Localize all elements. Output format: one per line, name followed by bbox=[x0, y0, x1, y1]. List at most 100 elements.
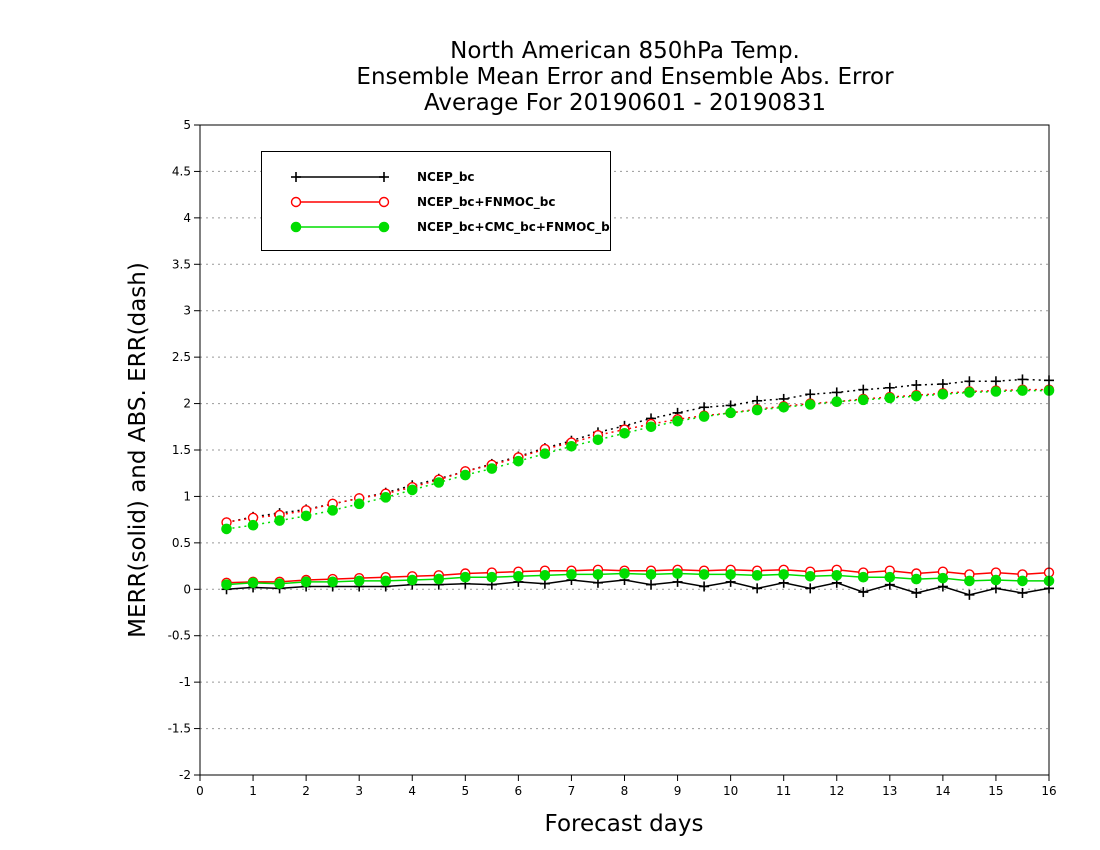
series-0 bbox=[221, 374, 1054, 600]
abs-err-point bbox=[725, 407, 736, 419]
abs-err-point bbox=[619, 427, 630, 439]
y-tick-label: 1 bbox=[183, 489, 191, 503]
merr-point bbox=[1017, 575, 1028, 587]
x-tick-label: 3 bbox=[355, 784, 363, 798]
abs-err-point bbox=[566, 440, 577, 452]
merr-point bbox=[247, 577, 259, 589]
y-tick-label: 4 bbox=[183, 211, 191, 225]
legend: NCEP_bc NCEP_bc+FNMOC_bc NCEP_bc+CMC_bc+FN… bbox=[261, 151, 617, 251]
merr-line bbox=[226, 579, 1050, 596]
series-2 bbox=[221, 385, 1055, 590]
y-tick-label: -1 bbox=[179, 675, 191, 689]
merr-point bbox=[911, 573, 922, 585]
x-tick-label: 1 bbox=[249, 784, 257, 798]
legend-marker bbox=[378, 221, 390, 233]
merr-point bbox=[300, 576, 312, 588]
abs-err-point bbox=[937, 388, 949, 400]
x-tick-label: 7 bbox=[568, 784, 576, 798]
abs-err-point bbox=[990, 386, 1002, 397]
legend-label: NCEP_bc+FNMOC_bc bbox=[417, 195, 556, 210]
y-tick-label: 3 bbox=[183, 304, 191, 318]
merr-point bbox=[221, 579, 232, 590]
merr-point bbox=[699, 581, 710, 592]
abs-err-point bbox=[937, 379, 948, 390]
x-tick-label: 12 bbox=[829, 784, 844, 798]
abs-err-point bbox=[592, 434, 604, 446]
abs-err-point bbox=[406, 484, 418, 496]
x-tick-label: 2 bbox=[302, 784, 310, 798]
legend-marker bbox=[379, 172, 389, 182]
merr-point bbox=[433, 573, 445, 585]
abs-err-point bbox=[513, 455, 524, 467]
merr-point bbox=[778, 569, 789, 580]
abs-err-point bbox=[804, 399, 816, 410]
y-tick-label: -2 bbox=[179, 768, 191, 782]
merr-point bbox=[964, 575, 975, 587]
merr-point bbox=[592, 569, 604, 580]
merr-point bbox=[964, 589, 975, 600]
chart-title-line-1: North American 850hPa Temp. bbox=[450, 38, 800, 64]
merr-point bbox=[911, 588, 922, 598]
x-tick-label: 13 bbox=[882, 784, 897, 798]
abs-err-point bbox=[858, 384, 869, 395]
abs-err-line bbox=[226, 389, 1049, 530]
merr-point bbox=[884, 571, 896, 583]
abs-err-point bbox=[911, 390, 922, 402]
abs-err-point bbox=[353, 498, 365, 510]
y-tick-label: 2 bbox=[183, 397, 191, 411]
merr-point bbox=[566, 569, 577, 580]
merr-point bbox=[353, 575, 365, 587]
abs-err-point bbox=[486, 463, 498, 474]
legend-marker bbox=[290, 221, 302, 233]
abs-err-point bbox=[274, 515, 285, 526]
y-tick-label: 1.5 bbox=[172, 443, 191, 457]
abs-err-point bbox=[990, 376, 1001, 387]
merr-point bbox=[327, 576, 338, 588]
merr-point bbox=[539, 570, 551, 581]
merr-point bbox=[831, 570, 843, 581]
x-tick-label: 5 bbox=[461, 784, 469, 798]
x-tick-label: 9 bbox=[674, 784, 682, 798]
x-tick-label: 4 bbox=[408, 784, 416, 798]
merr-point bbox=[672, 568, 683, 579]
merr-point bbox=[486, 571, 498, 583]
merr-point bbox=[1017, 588, 1028, 598]
abs-err-line bbox=[226, 378, 1050, 524]
legend-marker bbox=[290, 196, 302, 208]
plot-frame bbox=[199, 124, 1050, 776]
merr-point bbox=[752, 583, 763, 594]
x-axis-label: Forecast days bbox=[544, 811, 704, 837]
legend-label: NCEP_bc+CMC_bc+FNMOC_bc bbox=[417, 220, 610, 235]
abs-err-point bbox=[300, 510, 312, 522]
series-lines bbox=[221, 374, 1055, 600]
abs-err-point bbox=[380, 492, 392, 503]
merr-point bbox=[513, 570, 524, 582]
y-tick-label: 0 bbox=[183, 582, 191, 596]
abs-err-point bbox=[857, 394, 869, 406]
x-tick-label: 16 bbox=[1041, 784, 1056, 798]
abs-err-point bbox=[778, 401, 789, 413]
abs-err-point bbox=[805, 389, 816, 400]
merr-point bbox=[937, 572, 949, 584]
merr-point bbox=[804, 570, 816, 582]
x-tick-label: 11 bbox=[776, 784, 791, 798]
abs-err-point bbox=[831, 396, 843, 408]
abs-err-point bbox=[698, 411, 710, 422]
x-tick-label: 10 bbox=[723, 784, 738, 798]
abs-err-point bbox=[327, 505, 338, 516]
abs-err-point bbox=[1017, 374, 1028, 385]
merr-point bbox=[274, 578, 285, 590]
merr-point bbox=[460, 571, 471, 583]
abs-err-line bbox=[226, 388, 1049, 524]
x-tick-label: 15 bbox=[988, 784, 1003, 798]
merr-point bbox=[406, 574, 418, 586]
x-tick-label: 6 bbox=[515, 784, 523, 798]
y-tick-label: 0.5 bbox=[172, 536, 191, 550]
x-tick-label: 14 bbox=[935, 784, 950, 798]
abs-err-point bbox=[221, 523, 232, 535]
y-tick-label: -1.5 bbox=[168, 722, 191, 736]
chart-title-line-2: Ensemble Mean Error and Ensemble Abs. Er… bbox=[356, 64, 894, 90]
y-axis-label: MERR(solid) and ABS. ERR(dash) bbox=[125, 262, 151, 638]
x-tick-label: 8 bbox=[621, 784, 629, 798]
